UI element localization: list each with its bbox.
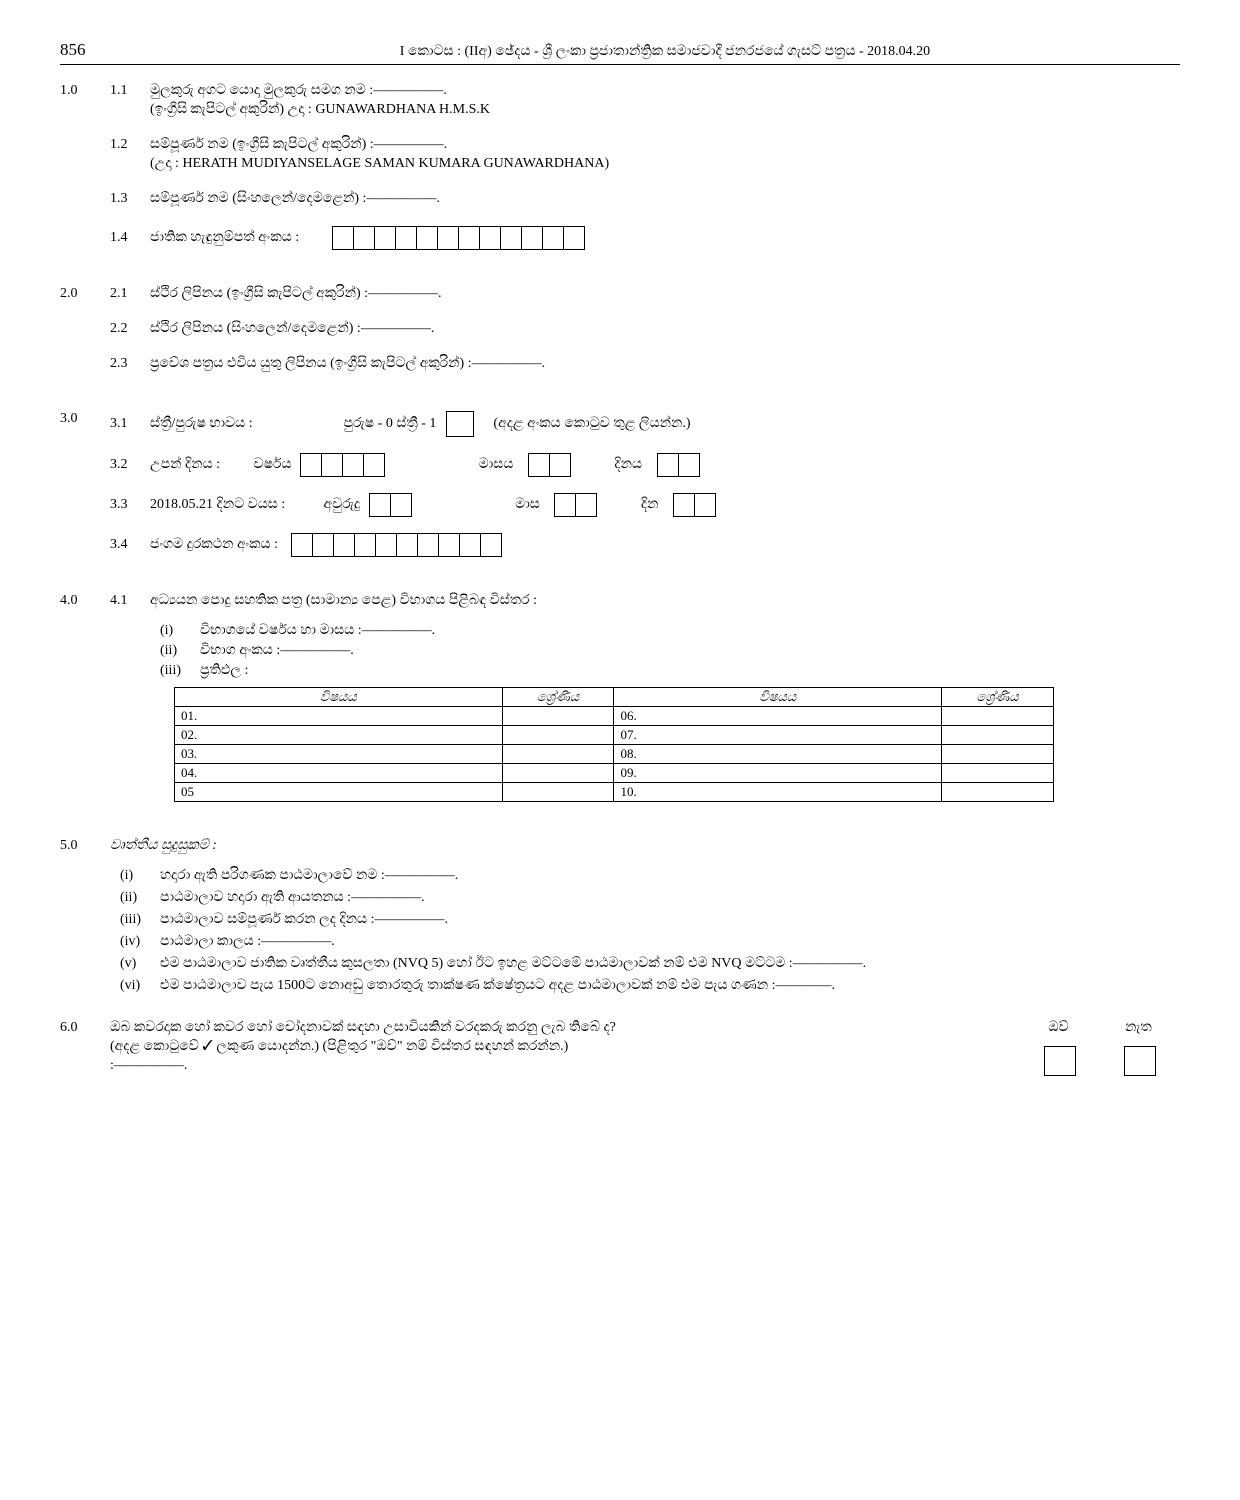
no-box[interactable] bbox=[1124, 1046, 1156, 1076]
item-1-2: 1.2 සම්පූර්ණ නම (ඉංග්‍රීසි කැපිටල් අකුරි… bbox=[110, 137, 1180, 175]
section-4: 4.0 4.1 අධ්‍යයන පොදු සහතික පත්‍ර (සාමාන්… bbox=[60, 593, 1180, 818]
item-4-1-ii: (ii)විභාග අංකය :—————. bbox=[160, 643, 1180, 659]
item-1-1-line2: (ඉංග්‍රීසි කැපිටල් අකුරින්) උදා : GUNAWA… bbox=[150, 102, 1180, 118]
no-label: නැත bbox=[1125, 1020, 1152, 1036]
mobile-boxes[interactable] bbox=[292, 533, 502, 557]
table-row: 04.09. bbox=[175, 764, 1054, 783]
section-5-title: වෘත්තීය සුදුසුකම් : bbox=[110, 838, 1180, 854]
item-3-2: 3.2 උපන් දිනය : වර්ෂය මාසය දිනය bbox=[110, 453, 1180, 477]
section-6: 6.0 ඔබ කවරදාක හෝ කවර හෝ චෝදනාවක් සඳහා උස… bbox=[60, 1020, 1180, 1077]
table-row: 0510. bbox=[175, 783, 1054, 802]
item-1-4-num: 1.4 bbox=[110, 230, 150, 246]
item-4-1: 4.1 අධ්‍යයන පොදු සහතික පත්‍ර (සාමාන්‍ය ප… bbox=[110, 593, 1180, 802]
item-2-1-line: ස්ථිර ලිපිනය (ඉංග්‍රීසි කැපිටල් අකුරින්)… bbox=[150, 286, 1180, 302]
item-5-vi: (vi)එම පාඨමාලාව පැය 1500ට නොඅඩු තොරතුරු … bbox=[120, 978, 1180, 994]
item-2-2: 2.2 ස්ථිර ලිපිනය (සිංහලෙන්/දෙමළෙන්) :———… bbox=[110, 321, 1180, 340]
item-4-1-iii: (iii)ප්‍රතිඵල : bbox=[160, 663, 1180, 679]
item-3-3-label: 2018.05.21 දිනට වයස : bbox=[150, 497, 320, 513]
item-4-1-title: අධ්‍යයන පොදු සහතික පත්‍ර (සාමාන්‍ය පෙළ) … bbox=[150, 593, 1180, 609]
item-5-v: (v)එම පාඨමාලාව ජාතික වෘත්තීය කුසලතා (NVQ… bbox=[120, 956, 1180, 972]
th-subject-1: විෂයය bbox=[175, 688, 503, 707]
item-3-4: 3.4 ජංගම දුරකථන අංකය : bbox=[110, 533, 1180, 557]
table-row: 03.08. bbox=[175, 745, 1054, 764]
page-header: 856 I කොටස : (IIඅ) ඡේදය - ශ්‍රී ලංකා ප්‍… bbox=[60, 40, 1180, 65]
item-1-3-line1: සම්පූර්ණ නම (සිංහලෙන්/දෙමළෙන්) :—————. bbox=[150, 191, 1180, 207]
results-table: විෂයය ශ්‍රේණිය විෂයය ශ්‍රේණිය 01.06. 02.… bbox=[174, 687, 1054, 802]
item-6-line1: ඔබ කවරදාක හෝ කවර හෝ චෝදනාවක් සඳහා උසාවිය… bbox=[110, 1020, 1020, 1036]
section-1: 1.0 1.1 මුලකුරු අගට යොදා මුලකුරු සමග නම … bbox=[60, 83, 1180, 266]
item-5-iv: (iv)පාඨමාලා කාලය :—————. bbox=[120, 934, 1180, 950]
item-4-1-i: (i)විභාගයේ වර්ෂය හා මාසය :—————. bbox=[160, 623, 1180, 639]
item-2-1-num: 2.1 bbox=[110, 286, 150, 302]
item-2-3: 2.3 ප්‍රවේශ පත්‍රය එවිය යුතු ලිපිනය (ඉංග… bbox=[110, 356, 1180, 375]
th-subject-2: විෂයය bbox=[614, 688, 942, 707]
item-5-iii: (iii)පාඨමාලාව සම්පූර්ණ කරන ලද දිනය :————… bbox=[120, 912, 1180, 928]
yes-box[interactable] bbox=[1044, 1046, 1076, 1076]
item-3-1-mid: පුරුෂ - 0 ස්ත්‍රී - 1 bbox=[344, 416, 437, 431]
section-1-num: 1.0 bbox=[60, 83, 110, 266]
item-3-1-num: 3.1 bbox=[110, 416, 150, 432]
dob-year-label: වර්ෂය bbox=[254, 457, 292, 472]
section-5-num: 5.0 bbox=[60, 838, 110, 1000]
item-3-4-num: 3.4 bbox=[110, 537, 150, 553]
yes-no-block: ඔව් නැත bbox=[1020, 1020, 1180, 1076]
item-3-3: 3.3 2018.05.21 දිනට වයස : අවුරුදු මාස දි… bbox=[110, 493, 1180, 517]
section-6-num: 6.0 bbox=[60, 1020, 110, 1077]
section-3: 3.0 3.1 ස්ත්‍රී/පුරුෂ භාවය : පුරුෂ - 0 ස… bbox=[60, 411, 1180, 573]
age-years-boxes[interactable] bbox=[370, 493, 412, 517]
page-number: 856 bbox=[60, 40, 150, 60]
age-days-boxes[interactable] bbox=[674, 493, 716, 517]
yes-label: ඔව් bbox=[1048, 1020, 1068, 1036]
item-1-2-num: 1.2 bbox=[110, 137, 150, 153]
item-6-line2: (අදළ කොටුවේ ✓ ලකුණ යොදන්න.) (පිළිතුර "ඔව… bbox=[110, 1039, 1020, 1055]
section-3-num: 3.0 bbox=[60, 411, 110, 573]
section-5: 5.0 වෘත්තීය සුදුසුකම් : (i)හදාරා ඇති පරි… bbox=[60, 838, 1180, 1000]
item-4-1-num: 4.1 bbox=[110, 593, 150, 609]
th-grade-1: ශ්‍රේණිය bbox=[502, 688, 614, 707]
item-3-1-label: ස්ත්‍රී/පුරුෂ භාවය : bbox=[150, 416, 340, 432]
item-1-1: 1.1 මුලකුරු අගට යොදා මුලකුරු සමග නම :———… bbox=[110, 83, 1180, 121]
header-title: I කොටස : (IIඅ) ඡේදය - ශ්‍රී ලංකා ප්‍රජාත… bbox=[150, 44, 1180, 60]
item-2-3-line: ප්‍රවේශ පත්‍රය එවිය යුතු ලිපිනය (ඉංග්‍රී… bbox=[150, 356, 1180, 372]
age-years-label: අවුරුදු bbox=[324, 497, 361, 512]
item-3-1-after: (අදළ අංකය කොටුව තුළ ලියන්න.) bbox=[493, 416, 690, 431]
dob-year-boxes[interactable] bbox=[301, 453, 385, 477]
item-2-3-num: 2.3 bbox=[110, 356, 150, 372]
gender-box[interactable] bbox=[446, 411, 474, 437]
th-grade-2: ශ්‍රේණිය bbox=[942, 688, 1054, 707]
item-3-1: 3.1 ස්ත්‍රී/පුරුෂ භාවය : පුරුෂ - 0 ස්ත්‍… bbox=[110, 411, 1180, 437]
item-2-2-num: 2.2 bbox=[110, 321, 150, 337]
dob-month-label: මාසය bbox=[479, 457, 514, 473]
age-days-label: දින bbox=[641, 497, 659, 513]
item-1-1-num: 1.1 bbox=[110, 83, 150, 99]
item-1-4: 1.4 ජාතික හැඳුනුම්පත් අංකය : bbox=[110, 226, 1180, 250]
table-row: 01.06. bbox=[175, 707, 1054, 726]
item-2-1: 2.1 ස්ථිර ලිපිනය (ඉංග්‍රීසි කැපිටල් අකුර… bbox=[110, 286, 1180, 305]
dob-day-label: දිනය bbox=[614, 457, 642, 473]
age-months-label: මාස bbox=[515, 497, 540, 513]
item-1-2-line2: (උදා : HERATH MUDIYANSELAGE SAMAN KUMARA… bbox=[150, 156, 1180, 172]
item-5-ii: (ii)පාඨමාලාව හදාරා ඇති ආයතනය :—————. bbox=[120, 890, 1180, 906]
item-2-2-line: ස්ථිර ලිපිනය (සිංහලෙන්/දෙමළෙන්) :—————. bbox=[150, 321, 1180, 337]
item-3-3-num: 3.3 bbox=[110, 497, 150, 513]
item-1-3: 1.3 සම්පූර්ණ නම (සිංහලෙන්/දෙමළෙන්) :————… bbox=[110, 191, 1180, 210]
age-months-boxes[interactable] bbox=[555, 493, 597, 517]
item-5-i: (i)හදාරා ඇති පරිගණක පාඨමාලාවේ නම :—————. bbox=[120, 868, 1180, 884]
nic-boxes[interactable] bbox=[333, 226, 585, 250]
item-1-1-line1: මුලකුරු අගට යොදා මුලකුරු සමග නම :—————. bbox=[150, 83, 1180, 99]
item-1-4-label: ජාතික හැඳුනුම්පත් අංකය : bbox=[150, 230, 299, 245]
dob-day-boxes[interactable] bbox=[658, 453, 700, 477]
section-2: 2.0 2.1 ස්ථිර ලිපිනය (ඉංග්‍රීසි කැපිටල් … bbox=[60, 286, 1180, 391]
item-3-4-label: ජංගම දුරකථන අංකය : bbox=[150, 537, 278, 552]
table-row: 02.07. bbox=[175, 726, 1054, 745]
dob-month-boxes[interactable] bbox=[529, 453, 571, 477]
item-1-3-num: 1.3 bbox=[110, 191, 150, 207]
item-3-2-num: 3.2 bbox=[110, 457, 150, 473]
item-1-2-line1: සම්පූර්ණ නම (ඉංග්‍රීසි කැපිටල් අකුරින්) … bbox=[150, 137, 1180, 153]
section-4-num: 4.0 bbox=[60, 593, 110, 818]
section-2-num: 2.0 bbox=[60, 286, 110, 391]
item-3-2-label: උපන් දිනය : bbox=[150, 457, 250, 473]
item-6-line3: :—————. bbox=[110, 1058, 1020, 1074]
